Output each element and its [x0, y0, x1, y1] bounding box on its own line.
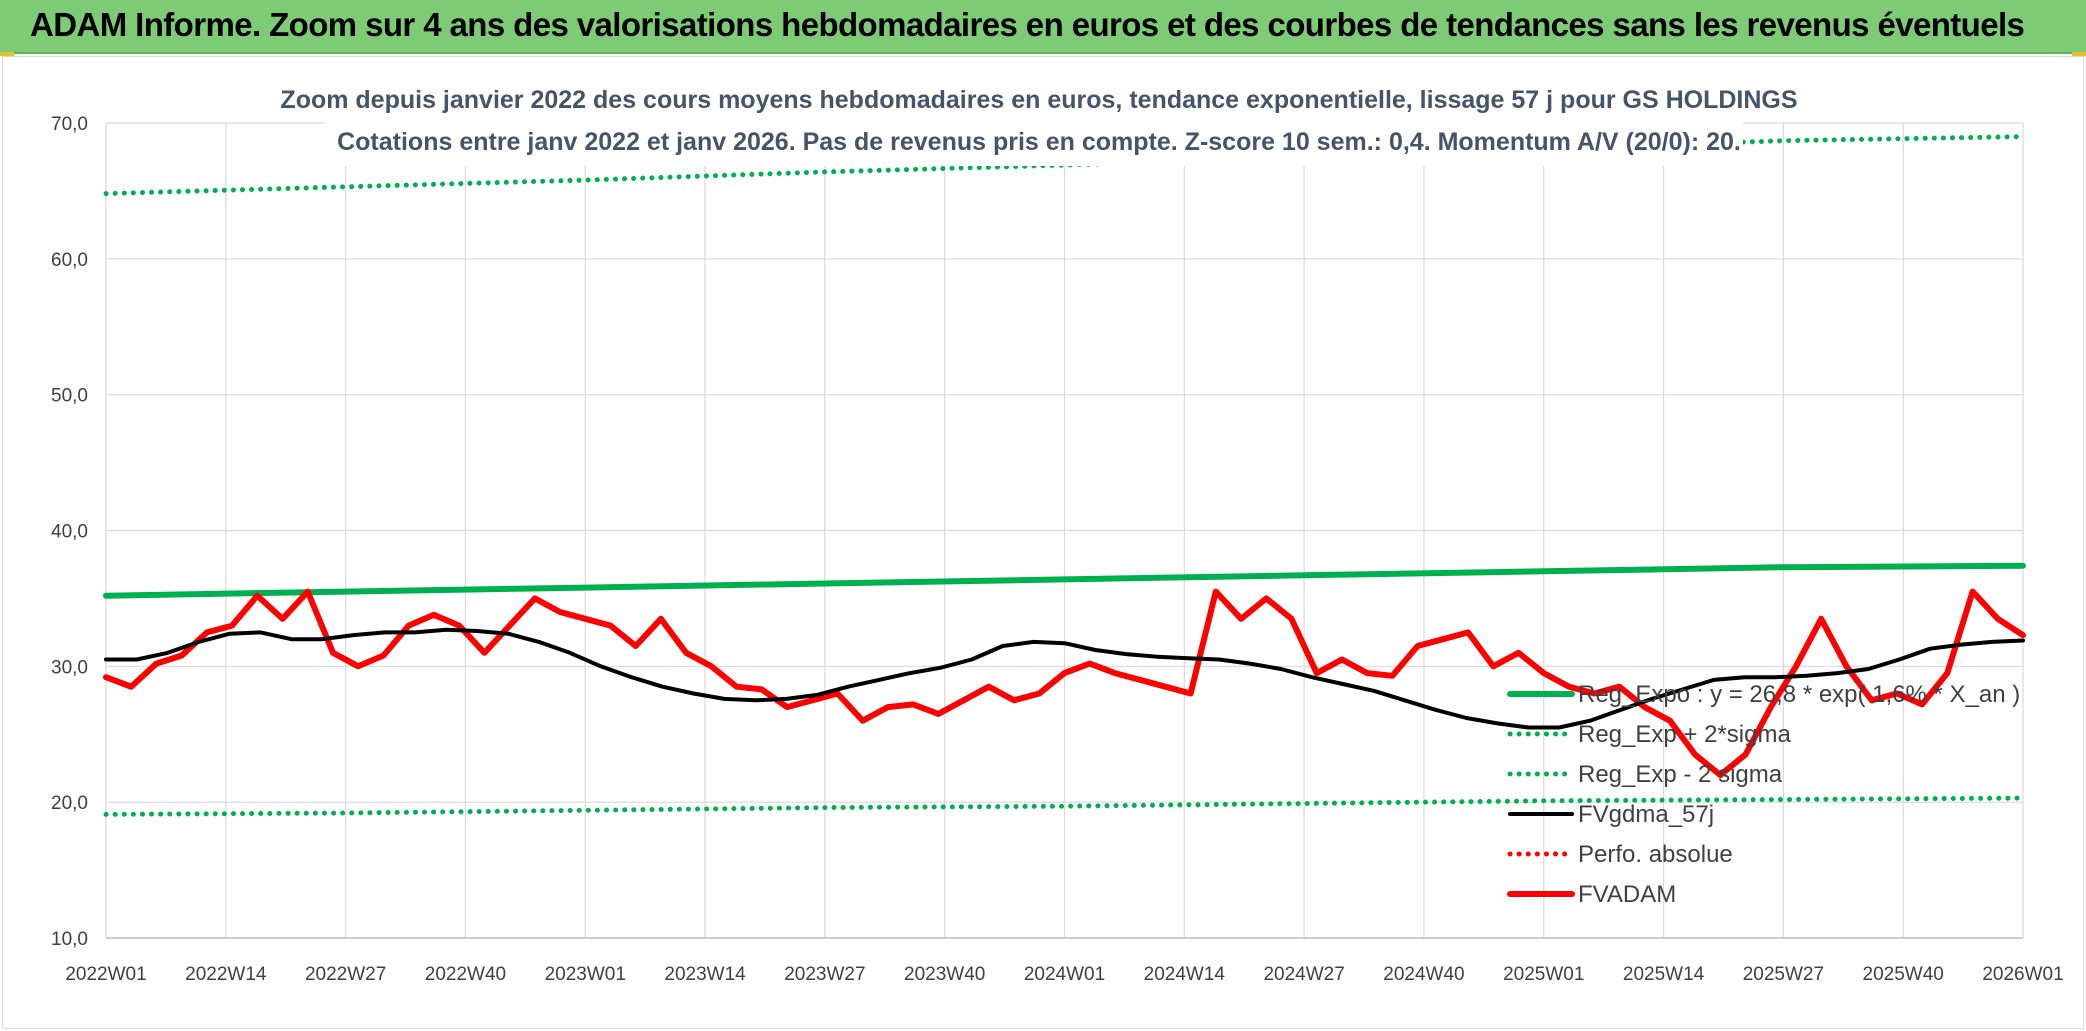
legend-label: Reg_Exp + 2*sigma: [1578, 721, 1791, 748]
x-tick-label: 2022W40: [425, 964, 506, 985]
x-tick-label: 2022W14: [185, 964, 267, 985]
series-line-reg-expo-y-26-8-exp-1-6-x-an: [103, 562, 2026, 599]
series-line-fvgdma-57j: [104, 627, 2025, 730]
x-tick-label: 2024W01: [1024, 964, 1105, 985]
y-tick-label: 30,0: [51, 657, 88, 678]
legend-label: FVADAM: [1578, 881, 1676, 908]
series-line-reg-exp-2-sigma: [103, 134, 2026, 197]
banner-corner-mark-left: [0, 52, 14, 56]
y-tick-label: 70,0: [51, 114, 88, 135]
x-tick-label: 2022W01: [65, 964, 146, 985]
y-tick-label: 50,0: [51, 386, 88, 407]
y-tick-label: 20,0: [51, 793, 88, 814]
x-tick-label: 2023W27: [784, 964, 865, 985]
x-tick-label: 2023W14: [664, 964, 746, 985]
series-line-fvadam: [103, 588, 2026, 778]
chart-legend: Reg_Expo : y = 26,8 * exp( 1,6% * X_an )…: [1507, 681, 2020, 908]
x-tick-label: 2025W01: [1503, 964, 1584, 985]
chart-frame: [2, 56, 2084, 1029]
y-tick-label: 60,0: [51, 250, 88, 271]
x-tick-label: 2022W27: [305, 964, 386, 985]
series-line-reg-exp-2-sigma: [103, 795, 2026, 817]
chart-series: [103, 134, 2026, 817]
x-tick-label: 2024W27: [1263, 964, 1344, 985]
chart-subtitle: Zoom depuis janvier 2022 des cours moyen…: [280, 78, 1798, 166]
x-tick-label: 2023W01: [545, 964, 626, 985]
subtitle-line-1: Zoom depuis janvier 2022 des cours moyen…: [280, 86, 1797, 114]
y-tick-label: 10,0: [51, 929, 88, 950]
x-tick-label: 2024W14: [1144, 964, 1226, 985]
y-axis-tick-labels: 10,0 20,0 30,0 40,0 50,0 60,0 70,0: [51, 114, 88, 950]
subtitle-line-2: Cotations entre janv 2022 et janv 2026. …: [337, 128, 1741, 156]
report-title: ADAM Informe. Zoom sur 4 ans des valoris…: [30, 6, 2025, 43]
y-tick-label: 40,0: [51, 522, 88, 543]
x-tick-label: 2026W01: [1982, 964, 2063, 985]
report-banner: ADAM Informe. Zoom sur 4 ans des valoris…: [0, 0, 2086, 54]
x-tick-label: 2024W40: [1383, 964, 1464, 985]
legend-label: Reg_Exp - 2 sigma: [1578, 761, 1783, 788]
banner-corner-mark-right: [2072, 52, 2086, 56]
x-tick-label: 2025W40: [1863, 964, 1944, 985]
x-tick-label: 2025W27: [1743, 964, 1824, 985]
legend-label: Reg_Expo : y = 26,8 * exp( 1,6% * X_an ): [1578, 681, 2020, 708]
x-tick-label: 2023W40: [904, 964, 985, 985]
legend-label: FVgdma_57j: [1578, 801, 1714, 828]
chart-gridlines: [105, 122, 2024, 939]
x-axis-tick-labels: 2022W01 2022W14 2022W27 2022W40 2023W01 2023W…: [65, 964, 2063, 985]
legend-label: Perfo. absolue: [1578, 841, 1733, 868]
x-tick-label: 2025W14: [1623, 964, 1705, 985]
subtitle-background: [325, 78, 1743, 166]
